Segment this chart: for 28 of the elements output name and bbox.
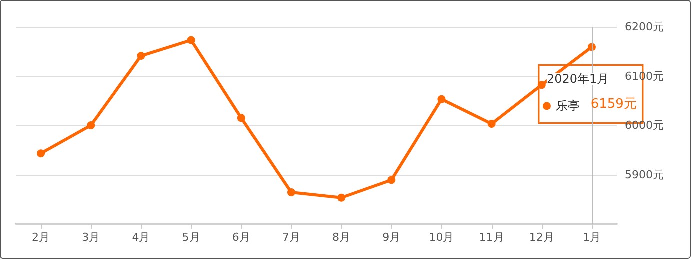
point bbox=[388, 176, 396, 184]
point bbox=[538, 81, 546, 90]
point bbox=[338, 194, 346, 202]
point bbox=[37, 150, 46, 158]
point bbox=[237, 114, 246, 122]
point bbox=[187, 36, 196, 44]
y-tick-label: 5900元 bbox=[625, 168, 664, 182]
point bbox=[488, 120, 496, 128]
x-tick-label: 5月 bbox=[182, 231, 200, 244]
x-tick-label: 9月 bbox=[382, 231, 401, 244]
x-tick-label: 6月 bbox=[232, 231, 250, 244]
x-tick-label: 12月 bbox=[529, 231, 554, 244]
y-tick-label: 6200元 bbox=[625, 20, 664, 34]
x-tick-label: 4月 bbox=[132, 231, 150, 244]
x-tick-label: 2月 bbox=[32, 231, 50, 244]
x-tick-label: 1月 bbox=[582, 231, 601, 244]
legend-label: 乐亭 bbox=[556, 99, 580, 114]
point bbox=[438, 95, 446, 104]
point bbox=[287, 188, 296, 196]
point bbox=[137, 52, 146, 60]
x-tick-label: 11月 bbox=[479, 231, 504, 244]
x-tick-label: 8月 bbox=[332, 231, 351, 244]
annotation: 2020年1月 bbox=[546, 72, 610, 86]
point bbox=[87, 122, 96, 130]
x-tick-label: 10月 bbox=[429, 231, 454, 244]
annotation: 6159元 bbox=[590, 97, 637, 112]
x-tick-label: 7月 bbox=[282, 231, 300, 244]
x-tick-label: 3月 bbox=[82, 231, 100, 244]
